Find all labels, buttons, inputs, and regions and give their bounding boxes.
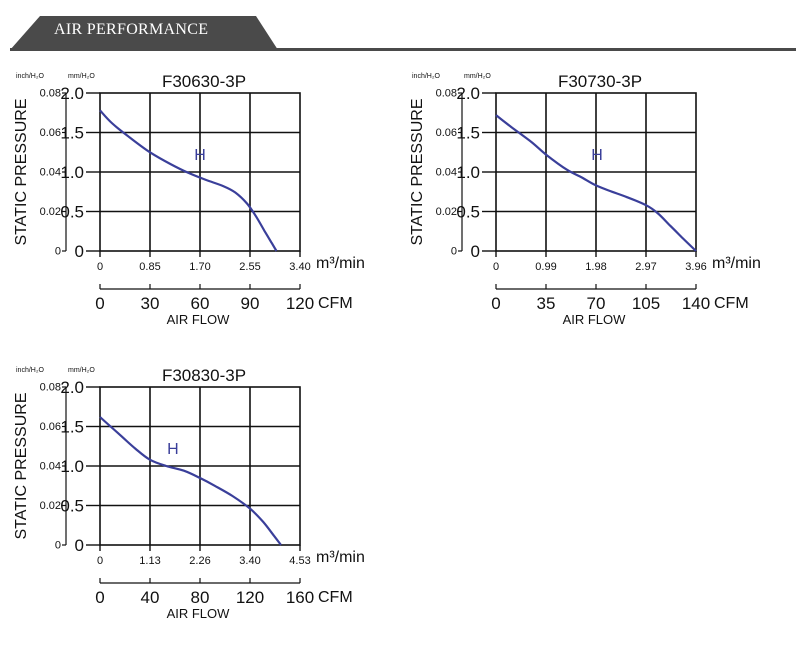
unit-inch-label: inch/H₂O [412,73,441,80]
x-cfm-tick-label: 0 [491,294,500,313]
y-inch-tick-label: 0 [451,246,457,258]
x-cfm-tick-label: 120 [236,588,264,607]
series-curve-H [99,109,278,252]
chart-f30830-3p: F30830-3P inch/H₂O mm/H₂O 0 0 0.5 0.02 1.0 0.04 1… [0,360,400,635]
x-m3-unit-label: m³/min [316,255,365,272]
chart-f30730-3p: F30730-3P inch/H₂O mm/H₂O 0 0 0.5 0.02 1.0 0.04 1… [396,66,796,341]
x-cfm-tick-label: 80 [191,588,210,607]
x-m3-tick-label: 3.40 [289,261,310,273]
x-cfm-tick-label: 60 [191,294,210,313]
y-inch-tick-label: 0.04 [40,167,61,179]
x-m3-tick-label: 2.26 [189,555,210,567]
header-decoration [10,16,796,51]
x-cfm-tick-label: 160 [286,588,314,607]
series-curve-H [99,416,282,546]
section-header: AIR PERFORMANCE [0,0,806,60]
x-cfm-tick-label: 105 [632,294,660,313]
y-inch-tick-label: 0.02 [436,206,457,218]
x-m3-tick-label: 4.53 [289,555,310,567]
y-inch-tick-label: 0.02 [40,500,61,512]
x-cfm-tick-label: 90 [241,294,260,313]
y-inch-tick-label: 0.04 [40,461,61,473]
x-m3-tick-label: 0 [493,261,499,273]
x-cfm-unit-label: CFM [714,295,749,312]
chart-title: F30630-3P [162,72,246,91]
section-title: AIR PERFORMANCE [54,21,209,38]
x-m3-tick-label: 3.96 [685,261,706,273]
y-inch-tick-label: 0.06 [40,127,61,139]
chart-title: F30830-3P [162,366,246,385]
x-m3-tick-label: 0.99 [535,261,556,273]
y-inch-tick-label: 0.08 [40,88,61,100]
x-m3-tick-label: 2.97 [635,261,656,273]
y-inch-tick-label: 0.06 [40,421,61,433]
y-mm-tick-label: 0 [75,242,84,261]
x-cfm-tick-label: 140 [682,294,710,313]
x-m3-tick-label: 0 [97,555,103,567]
x-cfm-tick-label: 0 [95,588,104,607]
unit-inch-label: inch/H₂O [16,367,45,374]
x-m3-unit-label: m³/min [316,549,365,566]
y-inch-tick-label: 0 [55,246,61,258]
x-m3-tick-label: 1.98 [585,261,606,273]
x-cfm-tick-label: 40 [141,588,160,607]
unit-mm-label: mm/H₂O [68,73,95,80]
y-inch-tick-label: 0.06 [436,127,457,139]
x-axis-title: AIR FLOW [167,606,231,621]
y-mm-tick-label: 0 [75,536,84,555]
x-m3-tick-label: 0 [97,261,103,273]
y-axis-title: STATIC PRESSURE [409,99,426,246]
series-label: H [167,441,179,458]
series-curve-H [495,114,697,252]
x-cfm-tick-label: 30 [141,294,160,313]
x-cfm-unit-label: CFM [318,295,353,312]
x-m3-tick-label: 1.13 [139,555,160,567]
chart-title: F30730-3P [558,72,642,91]
x-cfm-unit-label: CFM [318,589,353,606]
series-label: H [591,147,603,164]
y-inch-tick-label: 0 [55,540,61,552]
x-cfm-tick-label: 35 [537,294,556,313]
y-inch-tick-label: 0.08 [40,382,61,394]
x-m3-unit-label: m³/min [712,255,761,272]
x-cfm-tick-label: 120 [286,294,314,313]
x-m3-tick-label: 1.70 [189,261,210,273]
y-inch-tick-label: 0.02 [40,206,61,218]
unit-mm-label: mm/H₂O [464,73,491,80]
x-m3-tick-label: 0.85 [139,261,160,273]
y-inch-tick-label: 0.08 [436,88,457,100]
y-inch-tick-label: 0.04 [436,167,457,179]
x-m3-tick-label: 3.40 [239,555,260,567]
chart-f30630-3p: F30630-3P inch/H₂O mm/H₂O 0 0 0.5 0.02 1.0 0.04 1… [0,66,400,341]
y-axis-title: STATIC PRESSURE [13,99,30,246]
x-axis-title: AIR FLOW [167,312,231,327]
y-mm-tick-label: 0 [471,242,480,261]
y-axis-title: STATIC PRESSURE [13,393,30,540]
series-label: H [194,147,206,164]
x-m3-tick-label: 2.55 [239,261,260,273]
x-cfm-tick-label: 70 [587,294,606,313]
unit-mm-label: mm/H₂O [68,367,95,374]
x-cfm-tick-label: 0 [95,294,104,313]
x-axis-title: AIR FLOW [563,312,627,327]
unit-inch-label: inch/H₂O [16,73,45,80]
